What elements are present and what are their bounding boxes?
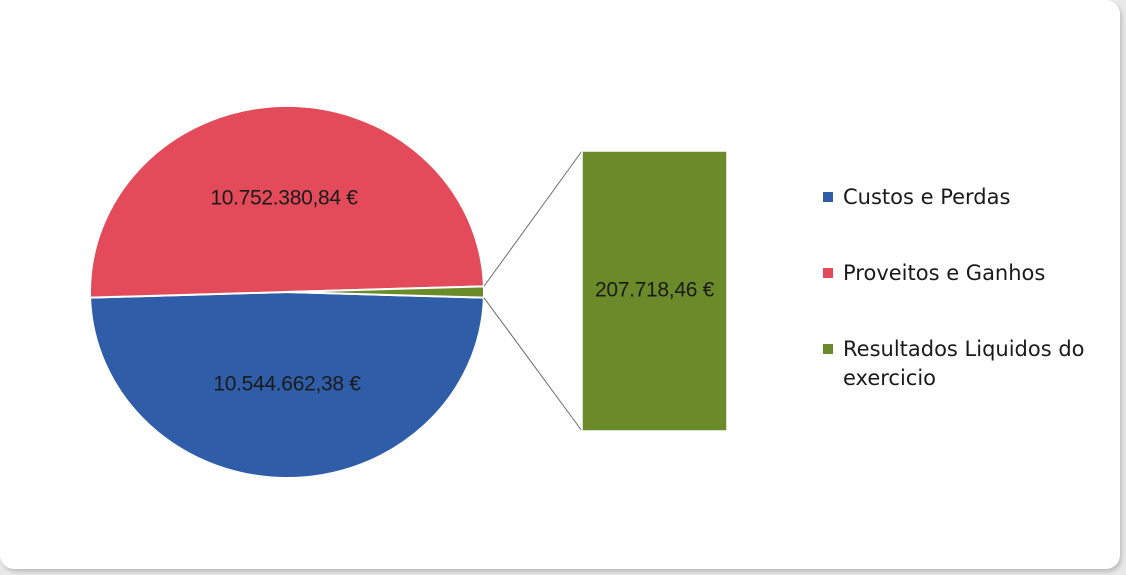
legend-label-custos: Custos e Perdas: [843, 185, 1011, 209]
legend-marker-resultados: [823, 343, 833, 354]
data-label-resultados: 207.718,46 €: [595, 279, 715, 302]
pie-slice-proveitos: [89, 104, 485, 299]
legend: Custos e Perdas Proveitos e Ganhos Resul…: [823, 183, 1113, 393]
legend-marker-proveitos: [823, 267, 833, 278]
pie-slice-resultados: [286, 285, 485, 299]
pie-slice-custos: [89, 290, 485, 479]
legend-label-resultados: Resultados Liquidos do exercicio: [843, 336, 1085, 390]
connector-line-top: [483, 150, 583, 287]
legend-marker-custos: [823, 192, 833, 202]
data-label-proveitos: 10.752.380,84 €: [210, 187, 358, 210]
breakout-bar-resultados: [581, 150, 728, 432]
legend-item-proveitos: Proveitos e Ganhos: [823, 259, 1113, 288]
legend-label-proveitos: Proveitos e Ganhos: [843, 260, 1046, 285]
legend-item-custos: Custos e Perdas: [823, 183, 1113, 212]
data-label-custos: 10.544.662,38 €: [213, 373, 361, 396]
legend-item-resultados: Resultados Liquidos do exercicio: [823, 335, 1113, 393]
connector-line-bottom: [483, 297, 583, 432]
